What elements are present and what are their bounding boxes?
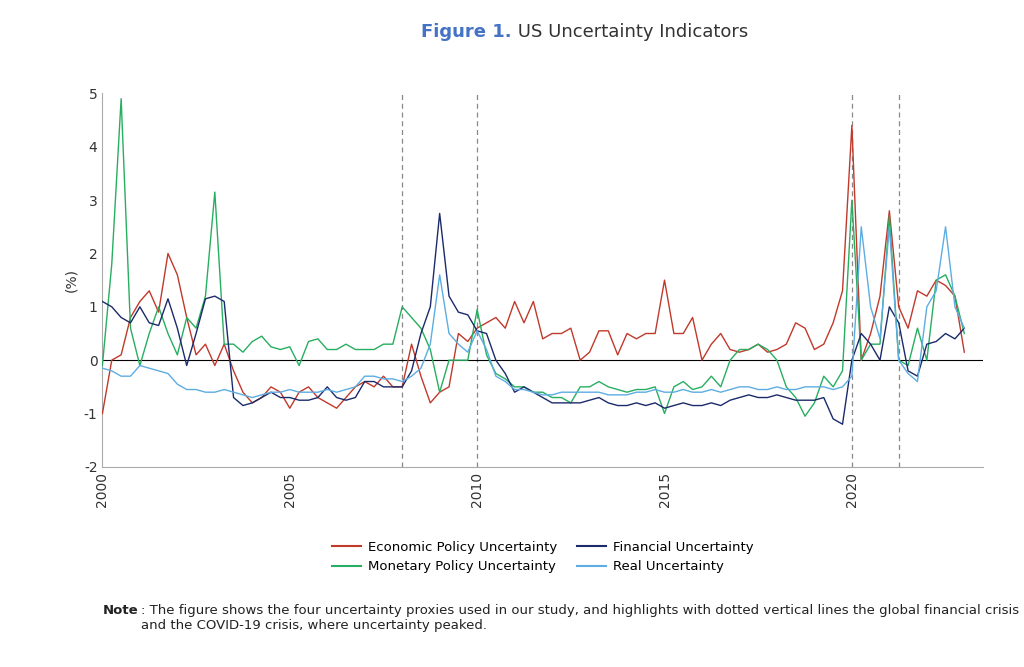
Y-axis label: (%): (%) xyxy=(65,268,78,292)
Text: Note: Note xyxy=(102,604,138,616)
Text: : The figure shows the four uncertainty proxies used in our study, and highlight: : The figure shows the four uncertainty … xyxy=(141,604,1020,632)
Text: US Uncertainty Indicators: US Uncertainty Indicators xyxy=(512,23,749,41)
Text: Figure 1.: Figure 1. xyxy=(421,23,512,41)
Legend: Economic Policy Uncertainty, Monetary Policy Uncertainty, Financial Uncertainty,: Economic Policy Uncertainty, Monetary Po… xyxy=(332,541,754,574)
